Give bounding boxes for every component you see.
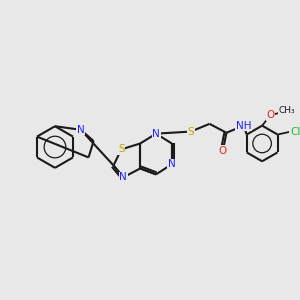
- Text: CH₃: CH₃: [279, 106, 296, 115]
- Text: NH: NH: [236, 121, 251, 130]
- Text: O: O: [266, 110, 274, 120]
- Text: N: N: [168, 159, 176, 169]
- Text: O: O: [219, 146, 227, 156]
- Text: N: N: [77, 125, 85, 135]
- Text: S: S: [118, 144, 124, 154]
- Text: Cl: Cl: [290, 127, 300, 136]
- Text: N: N: [119, 172, 127, 182]
- Text: N: N: [152, 129, 160, 139]
- Text: S: S: [188, 127, 194, 136]
